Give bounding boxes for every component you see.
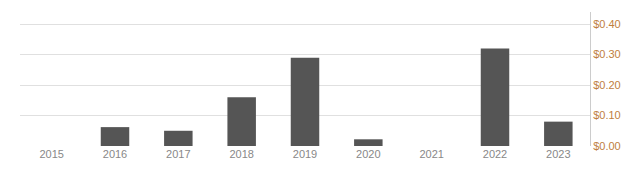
svg-text:2016: 2016 (103, 148, 127, 160)
svg-text:2020: 2020 (356, 148, 380, 160)
svg-text:2019: 2019 (293, 148, 317, 160)
svg-text:2017: 2017 (166, 148, 190, 160)
svg-text:2015: 2015 (39, 148, 63, 160)
svg-text:2018: 2018 (229, 148, 253, 160)
svg-text:$0.20: $0.20 (593, 79, 621, 91)
svg-text:$0.30: $0.30 (593, 48, 621, 60)
svg-text:$0.40: $0.40 (593, 18, 621, 30)
svg-text:$0.00: $0.00 (593, 140, 621, 152)
svg-text:$0.10: $0.10 (593, 109, 621, 121)
svg-text:2021: 2021 (419, 148, 443, 160)
svg-text:2022: 2022 (483, 148, 507, 160)
svg-text:2023: 2023 (546, 148, 570, 160)
